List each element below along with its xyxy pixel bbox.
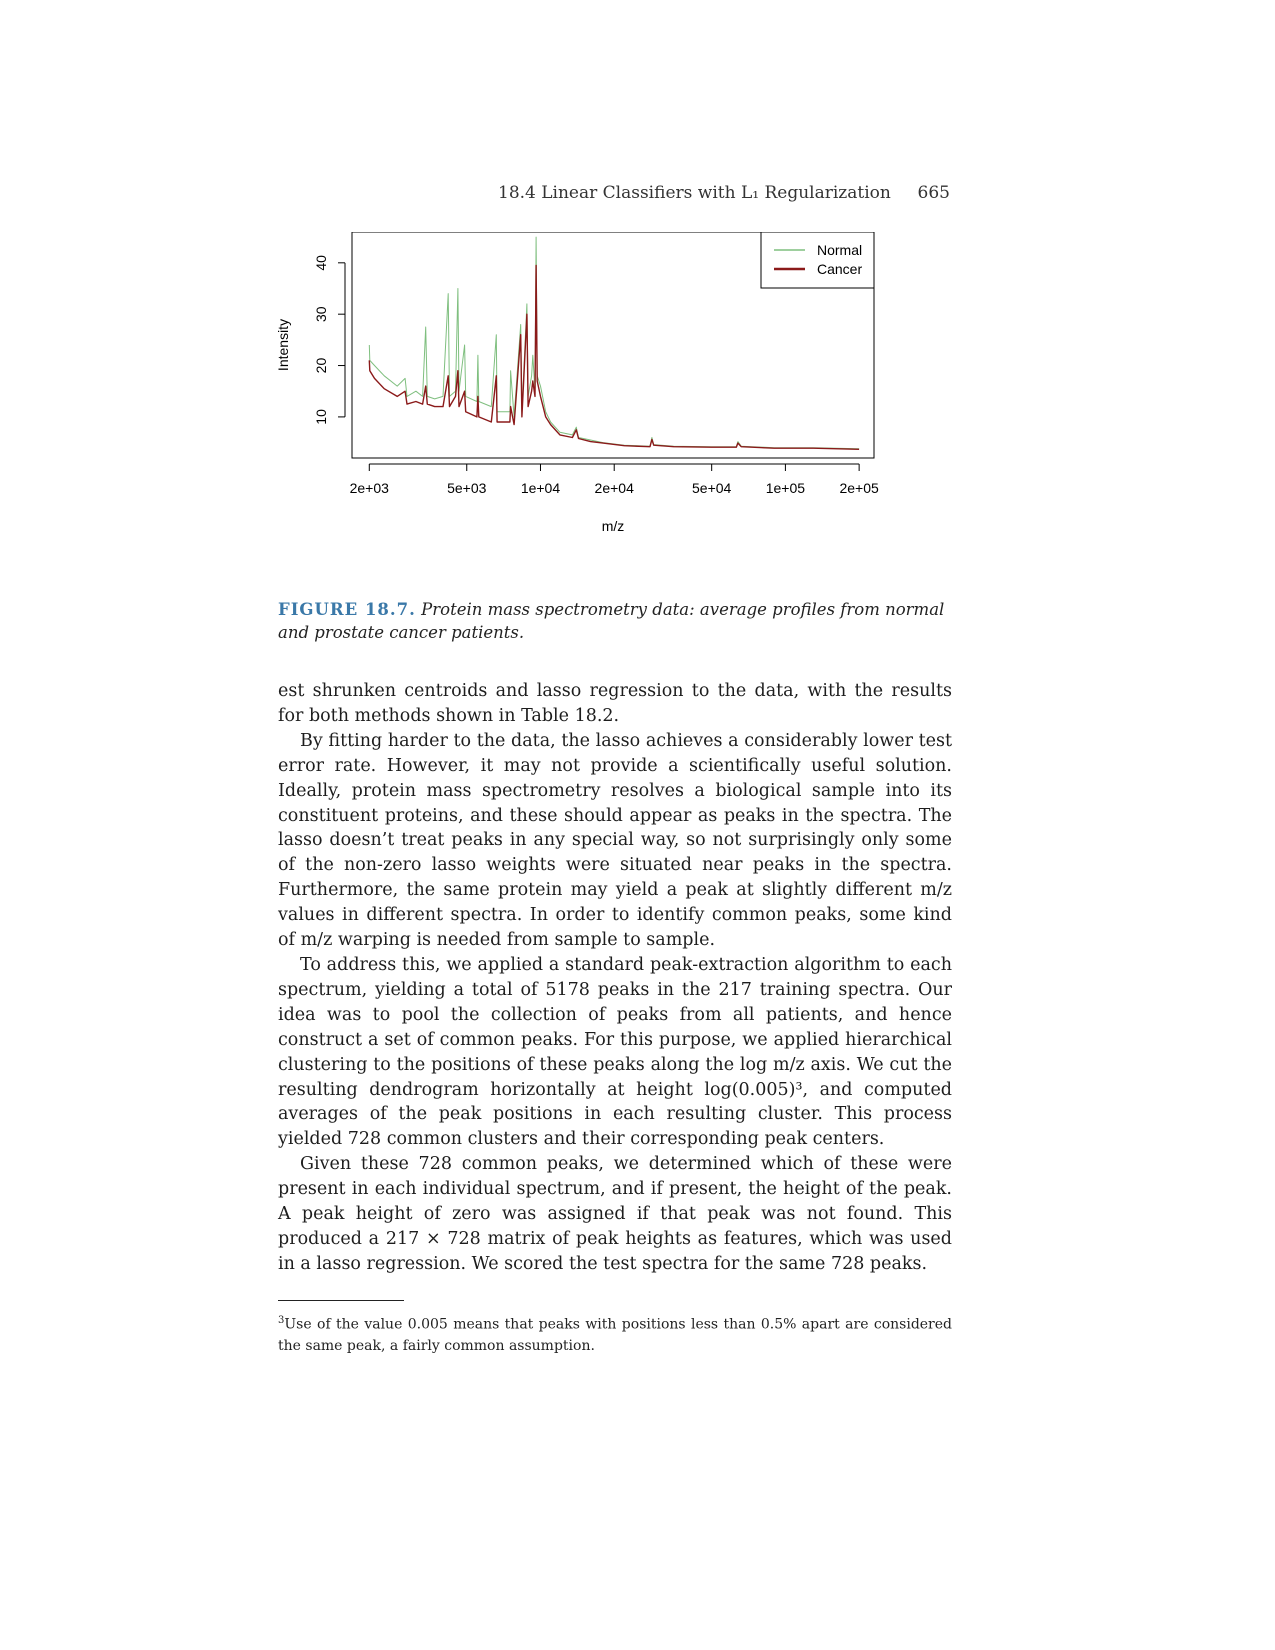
x-tick-label: 1e+05 xyxy=(766,480,806,496)
x-tick-label: 1e+04 xyxy=(521,480,561,496)
paragraph-4: Given these 728 common peaks, we determi… xyxy=(278,1154,952,1274)
x-tick-label: 5e+03 xyxy=(447,480,487,496)
footnote: 3Use of the value 0.005 means that peaks… xyxy=(278,1310,952,1357)
y-tick-label: 40 xyxy=(313,255,329,271)
page-number: 665 xyxy=(917,183,950,203)
figure-caption: FIGURE 18.7. Protein mass spectrometry d… xyxy=(278,598,952,644)
header-title: 18.4 Linear Classifiers with L₁ Regulari… xyxy=(498,183,891,203)
x-tick-label: 2e+04 xyxy=(595,480,635,496)
paragraph-3: To address this, we applied a standard p… xyxy=(278,954,952,1150)
figure-caption-text: Protein mass spectrometry data: average … xyxy=(278,600,945,642)
paragraph-1: est shrunken centroids and lasso regress… xyxy=(278,681,952,726)
footnote-rule xyxy=(278,1300,404,1301)
paragraph-2: By fitting harder to the data, the lasso… xyxy=(278,730,952,951)
y-tick-label: 20 xyxy=(313,358,329,374)
mass-spec-chart: 2e+03 5e+03 1e+04 2e+04 5e+04 1e+05 2e+05 m/z 10… xyxy=(275,232,879,534)
x-tick-label: 5e+04 xyxy=(692,480,732,496)
y-tick-label: 30 xyxy=(313,306,329,322)
plot-frame xyxy=(351,232,875,459)
footnote-marker: 3 xyxy=(278,1315,285,1326)
running-header: 18.4 Linear Classifiers with L₁ Regulari… xyxy=(498,183,950,207)
footnote-text: Use of the value 0.005 means that peaks … xyxy=(278,1316,952,1354)
x-tick-label: 2e+05 xyxy=(839,480,879,496)
legend-label-normal: Normal xyxy=(817,242,862,258)
plot-layer: 2e+03 5e+03 1e+04 2e+04 5e+04 1e+05 2e+05 m/z 10… xyxy=(275,232,879,534)
legend-label-cancer: Cancer xyxy=(817,261,862,277)
figure-label: FIGURE 18.7. xyxy=(278,600,416,619)
y-axis-label: Intensity xyxy=(275,319,291,371)
x-tick-label: 2e+03 xyxy=(350,480,390,496)
series-line-cancer xyxy=(368,264,860,450)
x-axis-label: m/z xyxy=(602,518,625,534)
legend-box xyxy=(760,232,875,289)
y-tick-label: 10 xyxy=(313,409,329,425)
body-text: est shrunken centroids and lasso regress… xyxy=(278,679,952,1277)
